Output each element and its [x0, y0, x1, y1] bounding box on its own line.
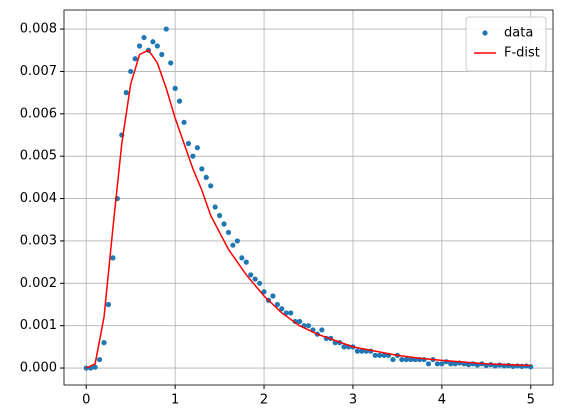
plot-frame	[63, 9, 554, 386]
data-point	[274, 301, 280, 308]
y-tick-label: 0.002	[20, 276, 57, 291]
legend: data F-dist	[465, 16, 547, 72]
legend-box	[465, 16, 547, 72]
data-line	[85, 49, 531, 369]
x-tick-label: 4	[438, 393, 446, 408]
data-point	[101, 340, 107, 346]
legend-marker	[482, 30, 488, 36]
data-point	[168, 60, 174, 66]
y-tick-label: 0.006	[20, 106, 57, 121]
y-tick-label: 0.007	[20, 64, 57, 79]
data-point	[390, 356, 396, 363]
data-point	[199, 166, 205, 172]
data-point	[234, 238, 240, 244]
data-point	[221, 221, 227, 227]
data-point	[163, 26, 169, 32]
data-point	[141, 34, 147, 41]
y-tick-label: 0.003	[20, 233, 57, 248]
data-point	[136, 43, 143, 49]
x-tick-label: 1	[171, 393, 179, 408]
data-point	[377, 352, 383, 358]
y-tick-label: 0.001	[20, 318, 57, 333]
data-point	[123, 90, 129, 96]
data-point	[181, 119, 187, 125]
data-point	[439, 361, 445, 367]
data-point	[176, 98, 183, 104]
data-point	[403, 356, 409, 363]
data-point	[341, 344, 347, 350]
y-tick-label: 0.008	[20, 22, 57, 37]
data-point	[172, 85, 178, 91]
y-tick-label: 0.000	[20, 361, 57, 376]
data-point	[216, 212, 223, 219]
data-point	[279, 306, 285, 312]
data-point	[425, 361, 432, 367]
data-point	[208, 183, 214, 189]
data-point	[185, 140, 192, 147]
data-point	[505, 362, 512, 369]
x-tick-label: 2	[260, 393, 268, 408]
data-point	[225, 229, 232, 236]
data-point	[190, 153, 196, 159]
data-point	[110, 255, 116, 261]
data-point	[408, 356, 414, 363]
x-tick-label: 0	[82, 393, 90, 408]
data-point	[150, 39, 156, 45]
data-point	[194, 145, 200, 151]
data-point	[381, 352, 387, 358]
data-point	[434, 361, 441, 367]
data-point	[514, 363, 521, 369]
data-point	[243, 259, 249, 265]
data-point	[203, 174, 209, 180]
data-point	[283, 310, 289, 316]
data-point	[239, 255, 245, 261]
data-point	[92, 364, 98, 370]
data-point	[305, 323, 312, 329]
data-point	[159, 51, 165, 58]
data-point	[248, 272, 254, 278]
data-point	[465, 362, 472, 368]
data-point	[452, 361, 458, 367]
data-point	[399, 356, 405, 363]
data-point	[105, 301, 112, 308]
legend-label: data	[504, 26, 533, 41]
data-point	[132, 56, 138, 62]
data-point	[297, 318, 303, 325]
legend-label: F-dist	[504, 46, 540, 61]
data-point	[257, 280, 263, 286]
data-point	[212, 204, 218, 210]
data-point	[154, 43, 160, 49]
data-point	[288, 310, 294, 316]
data-point	[354, 348, 360, 354]
y-tick-label: 0.004	[20, 191, 57, 206]
data-point	[448, 361, 454, 367]
x-tick-label: 5	[527, 393, 535, 408]
x-tick-label: 3	[349, 393, 357, 408]
data-point	[230, 242, 236, 248]
data-point	[128, 68, 134, 75]
data-point	[319, 327, 325, 333]
data-point	[359, 348, 365, 354]
data-point	[252, 276, 258, 282]
y-tick-label: 0.005	[20, 149, 57, 164]
data-point	[270, 293, 276, 299]
data-point	[372, 352, 378, 358]
data-point	[96, 356, 103, 363]
data-point	[261, 289, 267, 295]
